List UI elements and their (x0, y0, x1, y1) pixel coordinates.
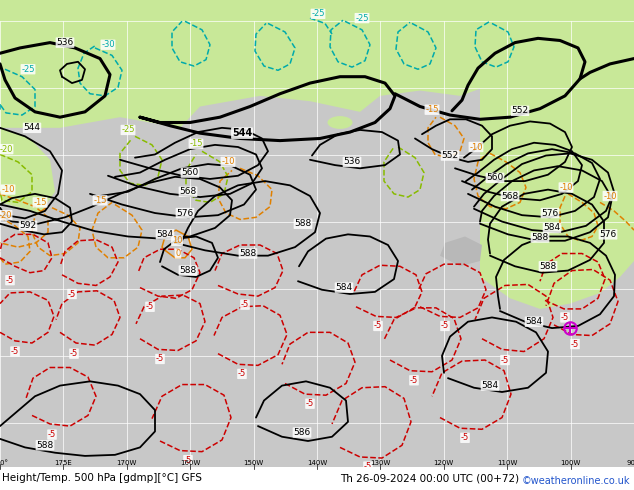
Text: 552: 552 (441, 151, 458, 160)
Text: -5: -5 (11, 347, 19, 356)
Text: -10: -10 (559, 183, 573, 192)
Text: -5: -5 (364, 462, 372, 471)
Text: 150W: 150W (243, 460, 264, 465)
Polygon shape (480, 0, 634, 309)
Text: 180°: 180° (0, 460, 8, 465)
Polygon shape (0, 0, 634, 128)
Text: 175E: 175E (55, 460, 72, 465)
Text: 560: 560 (486, 173, 503, 182)
Text: 536: 536 (344, 157, 361, 167)
Text: 584: 584 (526, 317, 543, 326)
Text: 160W: 160W (180, 460, 200, 465)
Polygon shape (0, 128, 55, 213)
Text: 588: 588 (531, 233, 548, 242)
Text: 584: 584 (481, 381, 498, 390)
Polygon shape (440, 237, 482, 266)
Text: -5: -5 (241, 300, 249, 309)
Text: -5: -5 (48, 430, 56, 439)
Text: 576: 576 (541, 209, 559, 218)
Text: -5: -5 (238, 369, 246, 378)
Text: 588: 588 (540, 262, 557, 271)
Text: -5: -5 (571, 340, 579, 348)
Bar (0, 466, 634, 490)
Text: -5: -5 (146, 302, 154, 311)
Text: 576: 576 (599, 230, 617, 239)
Text: -25: -25 (121, 125, 135, 134)
Text: 560: 560 (181, 168, 198, 177)
Text: -10: -10 (469, 143, 482, 151)
Text: 588: 588 (294, 219, 312, 228)
Polygon shape (0, 74, 80, 112)
Text: 584: 584 (335, 283, 353, 292)
Text: -5: -5 (306, 399, 314, 408)
Text: -15: -15 (190, 139, 203, 148)
Text: -25: -25 (22, 65, 35, 74)
Ellipse shape (328, 116, 353, 129)
Text: 90W: 90W (626, 460, 634, 465)
Text: -5: -5 (374, 321, 382, 330)
Text: 100W: 100W (560, 460, 581, 465)
Text: -10: -10 (221, 157, 235, 167)
Text: 592: 592 (20, 221, 37, 230)
Text: -25: -25 (355, 14, 369, 23)
Text: 588: 588 (36, 441, 54, 450)
Text: -20: -20 (0, 211, 12, 220)
Text: 544: 544 (23, 123, 41, 132)
Text: -15: -15 (33, 198, 47, 207)
Text: -10: -10 (603, 192, 617, 200)
Text: -5: -5 (501, 356, 509, 365)
Text: -5: -5 (6, 276, 14, 285)
Text: 544: 544 (232, 128, 252, 138)
Text: 140W: 140W (307, 460, 327, 465)
Text: Height/Temp. 500 hPa [gdmp][°C] GFS: Height/Temp. 500 hPa [gdmp][°C] GFS (2, 473, 202, 483)
Text: -25: -25 (311, 9, 325, 18)
Text: 130W: 130W (370, 460, 391, 465)
Text: 584: 584 (543, 223, 560, 232)
Polygon shape (520, 80, 634, 213)
Text: -5: -5 (561, 313, 569, 322)
Text: 584: 584 (157, 230, 174, 239)
Text: -5: -5 (410, 376, 418, 385)
Text: 588: 588 (240, 249, 257, 258)
Text: -5: -5 (441, 321, 449, 330)
Text: -5: -5 (70, 349, 78, 358)
Text: -5: -5 (68, 290, 76, 298)
Text: 588: 588 (179, 266, 197, 275)
Text: -10: -10 (1, 185, 15, 194)
Text: 120W: 120W (434, 460, 454, 465)
Text: 10: 10 (172, 236, 182, 245)
Text: -15: -15 (93, 196, 107, 205)
Text: 568: 568 (179, 187, 197, 196)
Text: -30: -30 (101, 40, 115, 49)
Text: 586: 586 (294, 428, 311, 437)
Text: -5: -5 (156, 354, 164, 364)
Text: 552: 552 (512, 106, 529, 115)
Text: -15: -15 (425, 105, 439, 114)
Text: 170W: 170W (117, 460, 137, 465)
Text: 576: 576 (176, 209, 193, 218)
Text: -5: -5 (461, 433, 469, 442)
Text: 568: 568 (501, 192, 519, 200)
Text: -20: -20 (0, 145, 13, 154)
Text: 110W: 110W (497, 460, 517, 465)
Text: 536: 536 (56, 38, 74, 47)
Text: -5: -5 (184, 456, 192, 465)
Text: ©weatheronline.co.uk: ©weatheronline.co.uk (522, 476, 630, 486)
Text: Th 26-09-2024 00:00 UTC (00+72): Th 26-09-2024 00:00 UTC (00+72) (340, 473, 519, 483)
Text: 0: 0 (176, 249, 181, 258)
